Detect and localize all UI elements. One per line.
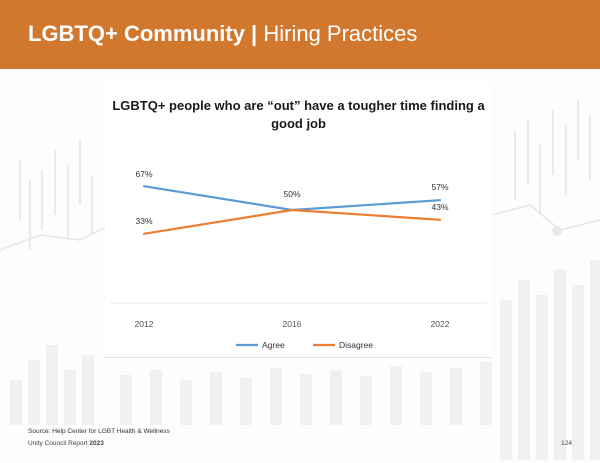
page-title-topic: Hiring Practices — [263, 21, 418, 46]
x-tick-label: 2022 — [431, 319, 450, 329]
page-title-section: LGBTQ+ Community | — [28, 21, 258, 46]
page-header: LGBTQ+ Community | Hiring Practices — [0, 0, 600, 69]
source-note: Source: Help Center for LGBT Health & We… — [28, 428, 170, 435]
report-year: 2023 — [89, 440, 104, 447]
report-name: Unity Council Report — [28, 440, 88, 447]
chart-title: LGBTQ+ people who are “out” have a tough… — [112, 98, 485, 131]
chart-card-divider — [105, 357, 492, 358]
report-footer: Unity Council Report 2023 — [28, 440, 104, 447]
data-label: 50% — [283, 189, 300, 199]
data-label: 43% — [431, 202, 448, 212]
data-label: 33% — [135, 216, 152, 226]
x-tick-label: 2016 — [283, 319, 302, 329]
x-tick-label: 2012 — [135, 319, 154, 329]
legend-label-disagree: Disagree — [339, 340, 373, 350]
data-label: 57% — [431, 182, 448, 192]
page-number: 124 — [561, 440, 572, 447]
page-title: LGBTQ+ Community | Hiring Practices — [28, 20, 417, 48]
data-label: 67% — [135, 169, 152, 179]
legend-label-agree: Agree — [262, 340, 285, 350]
series-line-disagree — [142, 208, 442, 235]
